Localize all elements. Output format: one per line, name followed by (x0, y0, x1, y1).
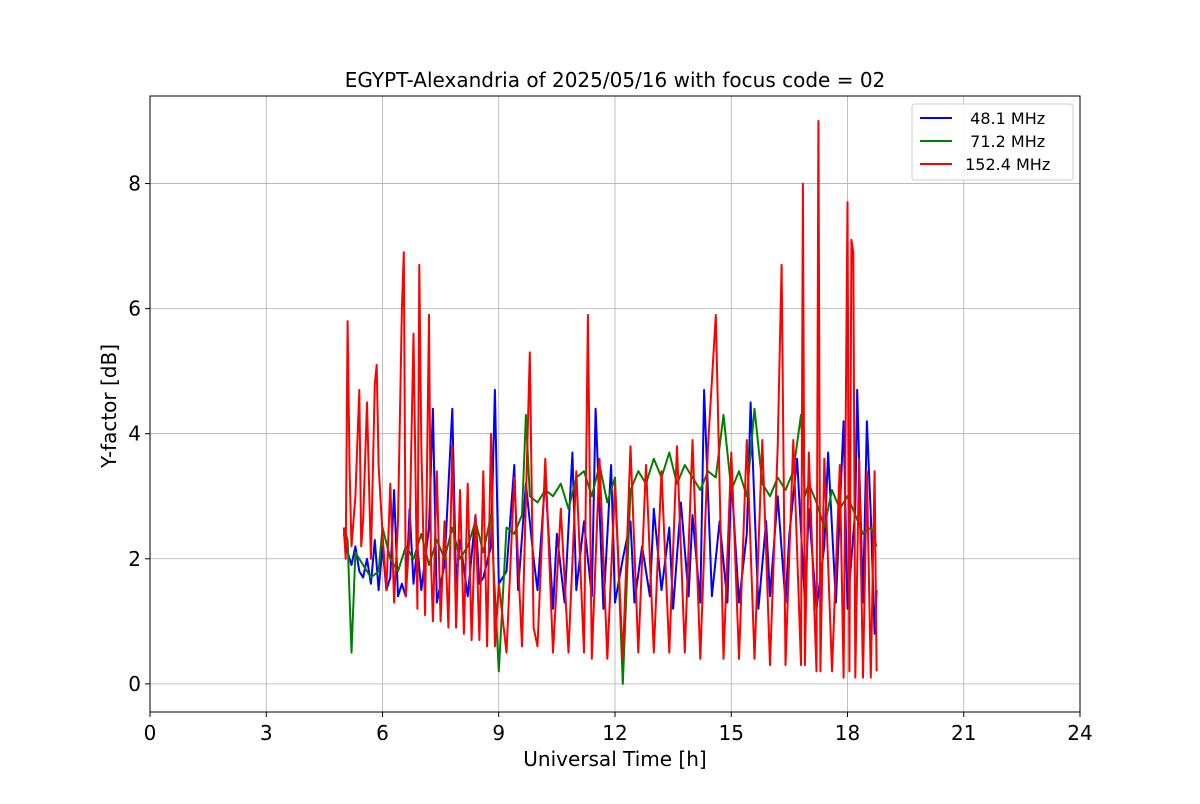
x-tick-label: 21 (951, 721, 976, 745)
y-tick-label: 0 (128, 672, 141, 696)
y-tick-label: 4 (128, 422, 141, 446)
x-tick-label: 9 (492, 721, 505, 745)
data-series (342, 120, 878, 685)
x-tick-label: 18 (835, 721, 860, 745)
series-152mhz-line (342, 120, 878, 679)
x-tick-label: 0 (144, 721, 157, 745)
x-tick-label: 12 (602, 721, 627, 745)
y-tick-label: 6 (128, 297, 141, 321)
x-tick-label: 15 (719, 721, 744, 745)
x-axis-label: Universal Time [h] (523, 747, 706, 771)
y-tick-label: 8 (128, 172, 141, 196)
x-tick-label: 3 (260, 721, 273, 745)
chart-title: EGYPT-Alexandria of 2025/05/16 with focu… (345, 68, 886, 92)
legend-label-71mhz: 71.2 MHz (960, 132, 1045, 151)
legend-label-152mhz: 152.4 MHz (960, 155, 1050, 174)
legend-label-48mhz: 48.1 MHz (960, 109, 1045, 128)
x-tick-label: 6 (376, 721, 389, 745)
x-tick-label: 24 (1067, 721, 1092, 745)
y-tick-label: 2 (128, 547, 141, 571)
legend-box (911, 103, 1074, 181)
y-axis-label: Y-factor [dB] (97, 344, 121, 469)
legend: 48.1 MHz 71.2 MHz 152.4 MHz (911, 103, 1074, 181)
